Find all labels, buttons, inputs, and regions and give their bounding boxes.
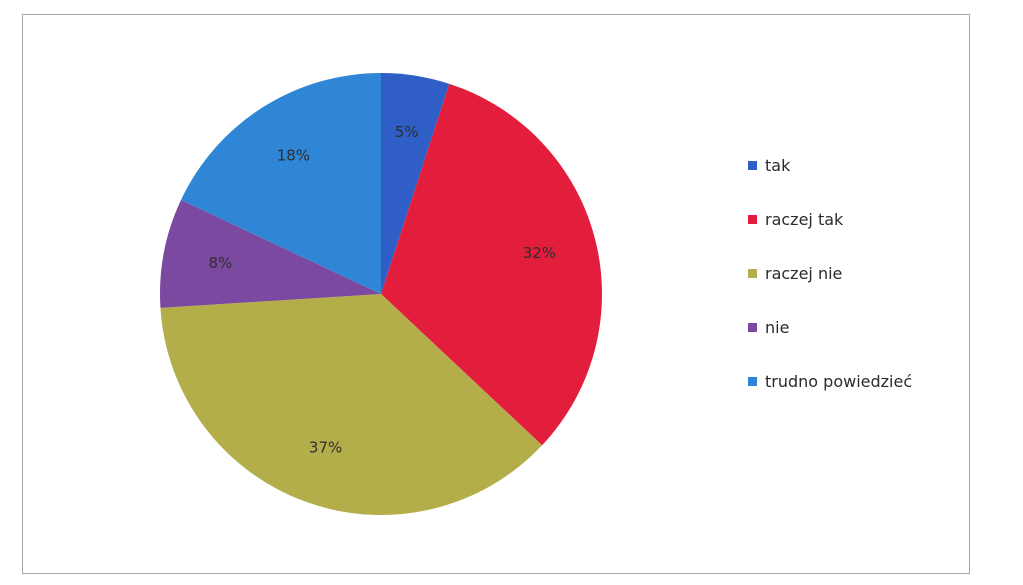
legend-label-raczej-nie: raczej nie — [765, 263, 843, 283]
data-label-nie: 8% — [209, 254, 233, 272]
pie-slice-raczej-nie — [160, 294, 543, 515]
legend-swatch-raczej-tak — [748, 214, 757, 224]
data-label-raczej-tak: 32% — [523, 244, 556, 262]
legend-swatch-nie — [748, 322, 757, 332]
pie-slice-nie — [160, 199, 381, 308]
legend-swatch-tak — [748, 160, 757, 170]
pie-slices — [160, 73, 602, 515]
legend: tak raczej tak raczej nie nie trudno pow… — [748, 138, 912, 408]
legend-item-tak: tak — [748, 138, 912, 192]
legend-item-nie: nie — [748, 300, 912, 354]
data-label-raczej-nie: 37% — [309, 438, 342, 456]
legend-label-nie: nie — [765, 317, 790, 337]
data-label-trudno-powiedziec: 18% — [277, 146, 310, 164]
legend-swatch-raczej-nie — [748, 268, 757, 278]
legend-label-trudno-powiedziec: trudno powiedzieć — [765, 371, 913, 391]
pie-slice-trudno-powiedziec — [181, 73, 381, 294]
pie-slice-tak — [381, 73, 450, 294]
legend-swatch-trudno-powiedziec — [748, 376, 757, 386]
data-label-tak: 5% — [395, 123, 419, 141]
pie-slice-raczej-tak — [381, 83, 602, 446]
legend-label-tak: tak — [765, 155, 791, 175]
legend-item-raczej-tak: raczej tak — [748, 192, 912, 246]
pie-labels: 5% 32% 37% 8% 18% — [209, 123, 557, 456]
legend-label-raczej-tak: raczej tak — [765, 209, 844, 229]
legend-item-trudno-powiedziec: trudno powiedzieć — [748, 354, 912, 408]
legend-item-raczej-nie: raczej nie — [748, 246, 912, 300]
